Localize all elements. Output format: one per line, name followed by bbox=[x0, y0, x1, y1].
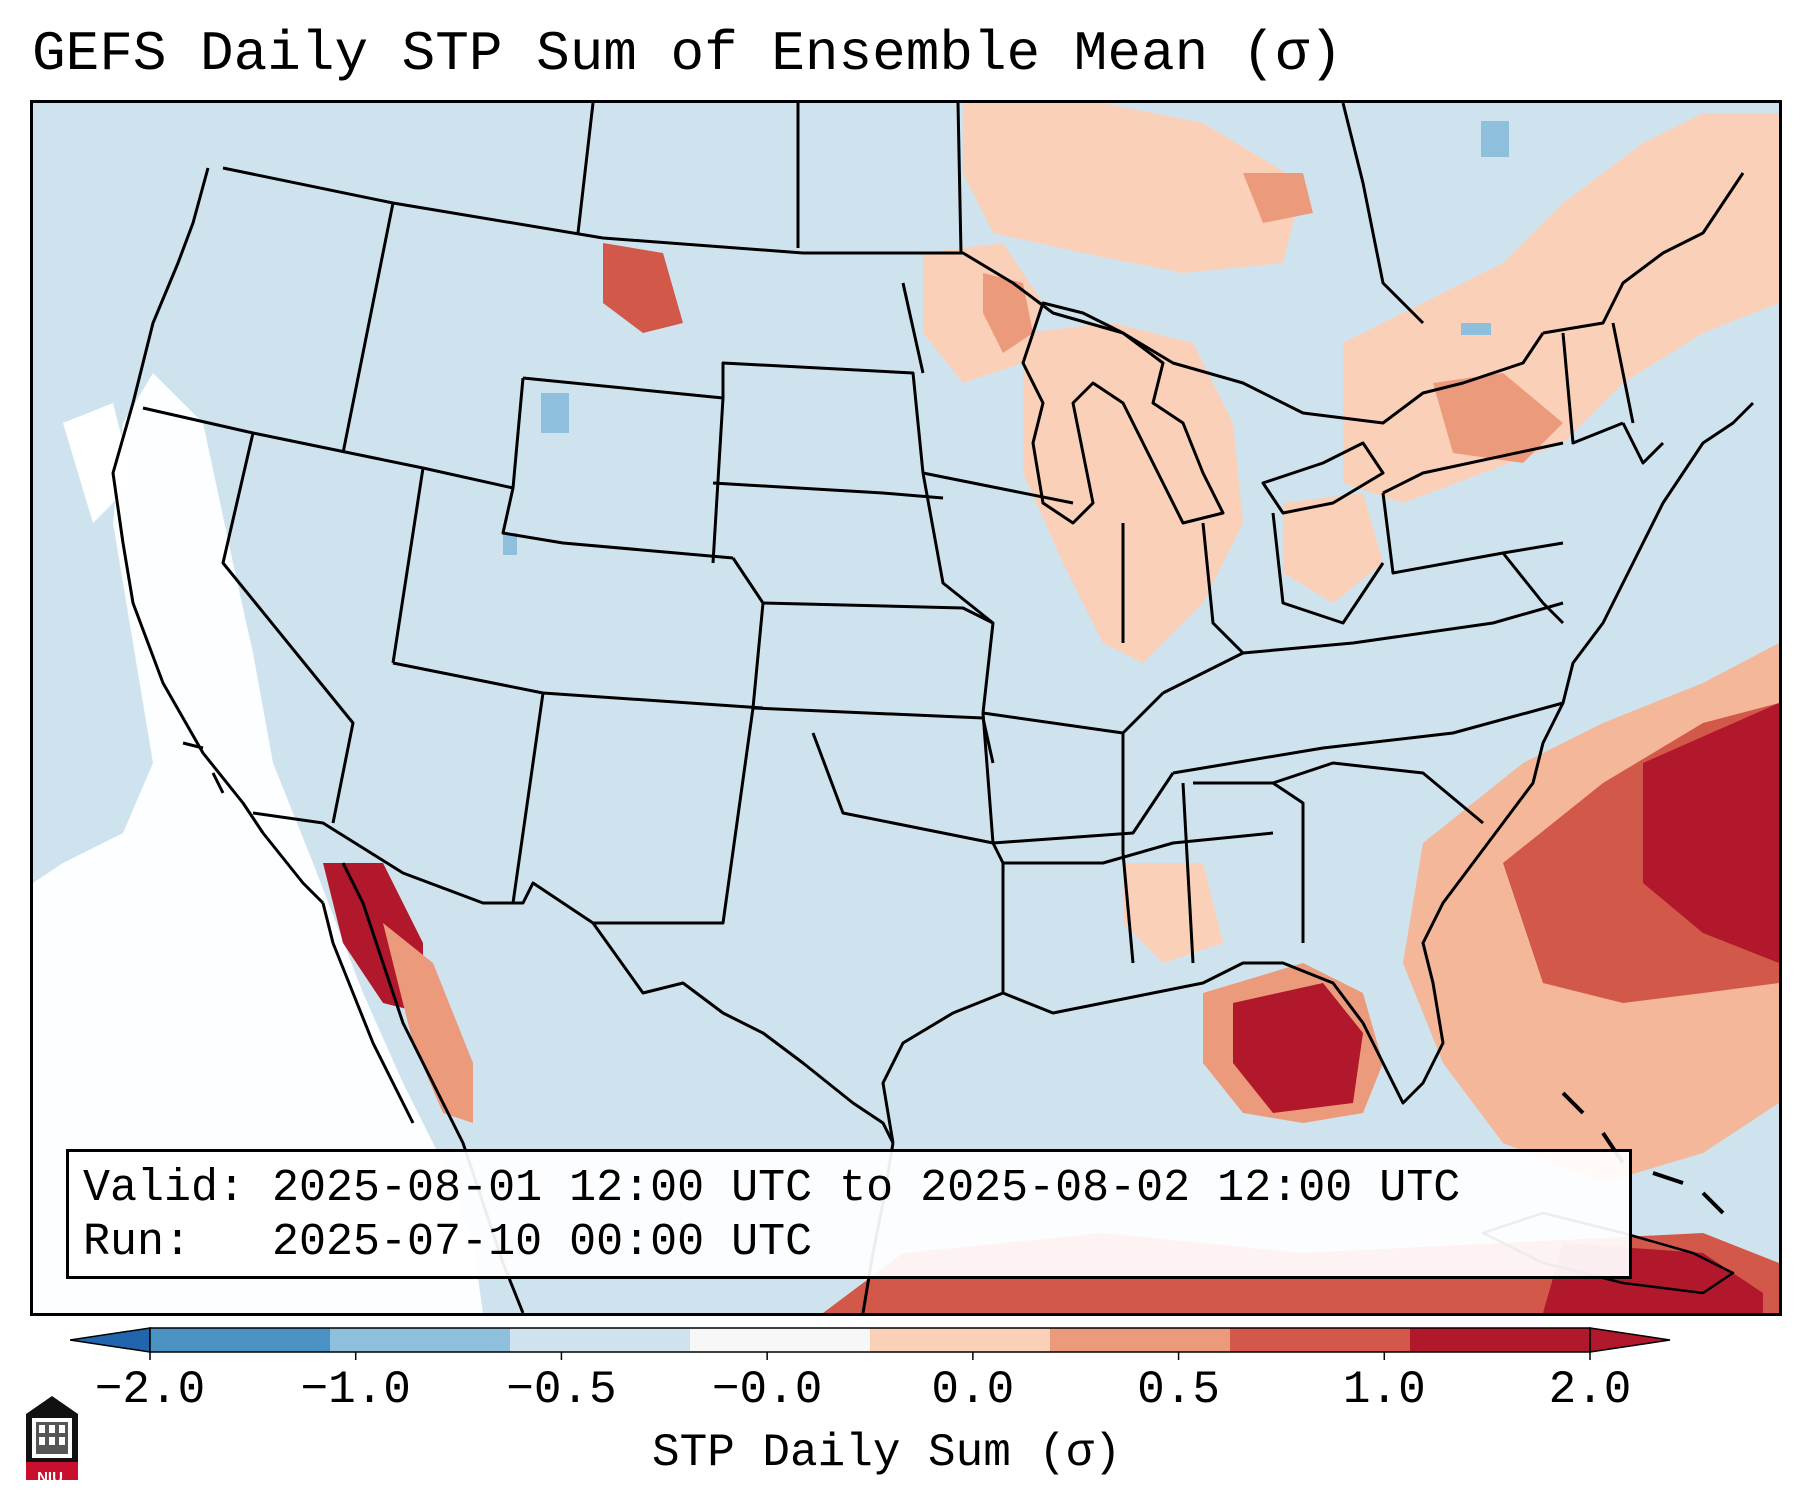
colorbar-tick-label: −0.0 bbox=[711, 1364, 823, 1416]
colorbar-tick-label: −0.5 bbox=[506, 1364, 617, 1416]
colorbar-tick-label: 1.0 bbox=[1342, 1364, 1426, 1416]
logo-text: NIU bbox=[37, 1469, 63, 1486]
colorbar-segment bbox=[690, 1328, 871, 1352]
borders bbox=[111, 103, 1755, 1313]
colorbar-segment bbox=[1410, 1328, 1591, 1352]
colorbar-segment bbox=[330, 1328, 511, 1352]
valid-run-box: Valid: 2025-08-01 12:00 UTC to 2025-08-0… bbox=[66, 1149, 1632, 1279]
valid-line: Valid: 2025-08-01 12:00 UTC to 2025-08-0… bbox=[83, 1163, 1461, 1214]
colorbar bbox=[70, 1327, 1671, 1360]
map-svg bbox=[33, 103, 1779, 1313]
colorbar-segments bbox=[150, 1328, 1591, 1352]
run-line: Run: 2025-07-10 00:00 UTC bbox=[83, 1217, 813, 1268]
colorbar-segment bbox=[1050, 1328, 1231, 1352]
colorbar-label: STP Daily Sum (σ) bbox=[652, 1427, 1122, 1479]
niu-logo-icon bbox=[26, 1396, 78, 1480]
colorbar-tick-label: −2.0 bbox=[94, 1364, 206, 1416]
colorbar-tick-label: −1.0 bbox=[300, 1364, 411, 1416]
map-panel bbox=[30, 100, 1782, 1316]
colorbar-segment bbox=[150, 1328, 331, 1352]
colorbar-segment bbox=[1230, 1328, 1411, 1352]
colorbar-tick-label: 2.0 bbox=[1548, 1364, 1632, 1416]
colorbar-tick-label: 0.5 bbox=[1137, 1364, 1220, 1416]
colorbar-extend-low bbox=[70, 1327, 151, 1353]
chart-title: GEFS Daily STP Sum of Ensemble Mean (σ) bbox=[32, 22, 1343, 86]
negative-anomaly-fill bbox=[503, 121, 1509, 555]
colorbar-extend-high bbox=[1589, 1327, 1671, 1353]
colorbar-segment bbox=[510, 1328, 691, 1352]
colorbar-segment bbox=[870, 1328, 1051, 1352]
colorbar-ticks bbox=[149, 1352, 1591, 1360]
colorbar-tick-label: 0.0 bbox=[931, 1364, 1015, 1416]
